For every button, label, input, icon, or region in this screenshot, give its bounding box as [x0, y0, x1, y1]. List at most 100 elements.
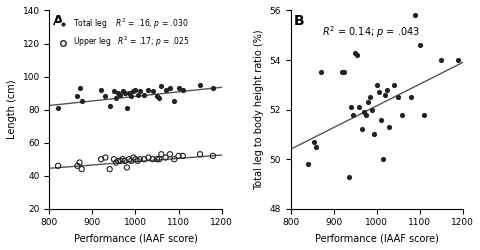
Point	[78, 99, 85, 103]
Point	[376, 118, 384, 122]
Point	[54, 106, 62, 110]
Point	[366, 95, 373, 99]
Point	[153, 157, 160, 161]
Point	[179, 88, 186, 92]
Point	[116, 159, 124, 163]
Point	[144, 156, 152, 160]
Point	[101, 156, 109, 160]
Point	[174, 86, 182, 90]
Point	[112, 96, 120, 100]
Point	[73, 164, 81, 168]
Point	[166, 152, 173, 156]
Point	[114, 91, 122, 95]
Point	[436, 58, 444, 62]
Point	[348, 112, 356, 116]
Point	[144, 88, 152, 92]
Point	[316, 70, 324, 74]
Y-axis label: Total leg to body height ratio (%): Total leg to body height ratio (%)	[253, 29, 263, 190]
Point	[133, 93, 141, 97]
Point	[129, 90, 137, 94]
Point	[148, 90, 156, 94]
Point	[114, 159, 122, 163]
Point	[398, 112, 406, 116]
Point	[157, 152, 165, 156]
X-axis label: Performance (IAAF score): Performance (IAAF score)	[314, 233, 438, 243]
Point	[101, 94, 109, 98]
Point	[174, 154, 182, 158]
Point	[361, 112, 369, 116]
Point	[75, 160, 83, 164]
Point	[106, 104, 113, 108]
Point	[78, 167, 85, 171]
Legend: Total leg    $R^2$ = .16; $p$ = .030, Upper leg   $R^2$ = .17; $p$ = .025: Total leg $R^2$ = .16; $p$ = .030, Upper…	[53, 14, 192, 52]
Point	[337, 70, 345, 74]
Point	[389, 83, 397, 87]
Point	[357, 128, 365, 132]
Point	[344, 174, 352, 178]
Point	[140, 157, 148, 161]
Point	[209, 86, 216, 90]
Point	[155, 157, 163, 161]
Point	[157, 84, 165, 88]
Point	[127, 94, 135, 98]
Point	[119, 90, 126, 94]
Point	[209, 154, 216, 158]
Point	[110, 157, 118, 161]
Point	[415, 43, 422, 47]
Point	[355, 105, 362, 109]
Point	[359, 110, 367, 114]
Point	[394, 95, 401, 99]
Point	[166, 86, 173, 90]
Point	[381, 93, 388, 97]
Point	[196, 83, 204, 87]
Point	[353, 53, 360, 57]
Point	[350, 50, 358, 54]
Point	[374, 90, 382, 94]
Point	[370, 132, 377, 136]
Point	[120, 159, 128, 163]
Point	[97, 88, 105, 92]
Point	[406, 95, 414, 99]
Point	[110, 90, 118, 94]
Y-axis label: Length (cm): Length (cm)	[7, 80, 17, 139]
Text: $R^2$ = 0.14; $p$ = .043: $R^2$ = 0.14; $p$ = .043	[321, 24, 419, 40]
Point	[54, 164, 62, 168]
Point	[410, 14, 418, 18]
Point	[97, 157, 105, 161]
Text: A: A	[53, 14, 63, 28]
Point	[155, 96, 163, 100]
Point	[125, 91, 132, 95]
Point	[419, 112, 427, 116]
Point	[120, 91, 128, 95]
Point	[372, 83, 380, 87]
Point	[75, 86, 83, 90]
Point	[125, 157, 132, 161]
Point	[170, 157, 178, 161]
Point	[346, 105, 354, 109]
Point	[161, 156, 169, 160]
Point	[133, 159, 141, 163]
Point	[136, 90, 144, 94]
Point	[140, 93, 148, 97]
Point	[136, 157, 144, 161]
Point	[119, 157, 126, 161]
Point	[123, 106, 131, 110]
Point	[378, 157, 386, 161]
Point	[179, 154, 186, 158]
Point	[303, 162, 311, 166]
Point	[161, 88, 169, 92]
Point	[170, 99, 178, 103]
Point	[132, 157, 139, 161]
Point	[368, 108, 375, 112]
Point	[454, 58, 461, 62]
X-axis label: Performance (IAAF score): Performance (IAAF score)	[73, 233, 197, 243]
Point	[310, 140, 317, 144]
Point	[73, 94, 81, 98]
Point	[106, 167, 113, 171]
Point	[127, 159, 135, 163]
Point	[132, 88, 139, 92]
Point	[385, 125, 393, 129]
Point	[129, 156, 137, 160]
Point	[340, 70, 348, 74]
Point	[116, 93, 124, 97]
